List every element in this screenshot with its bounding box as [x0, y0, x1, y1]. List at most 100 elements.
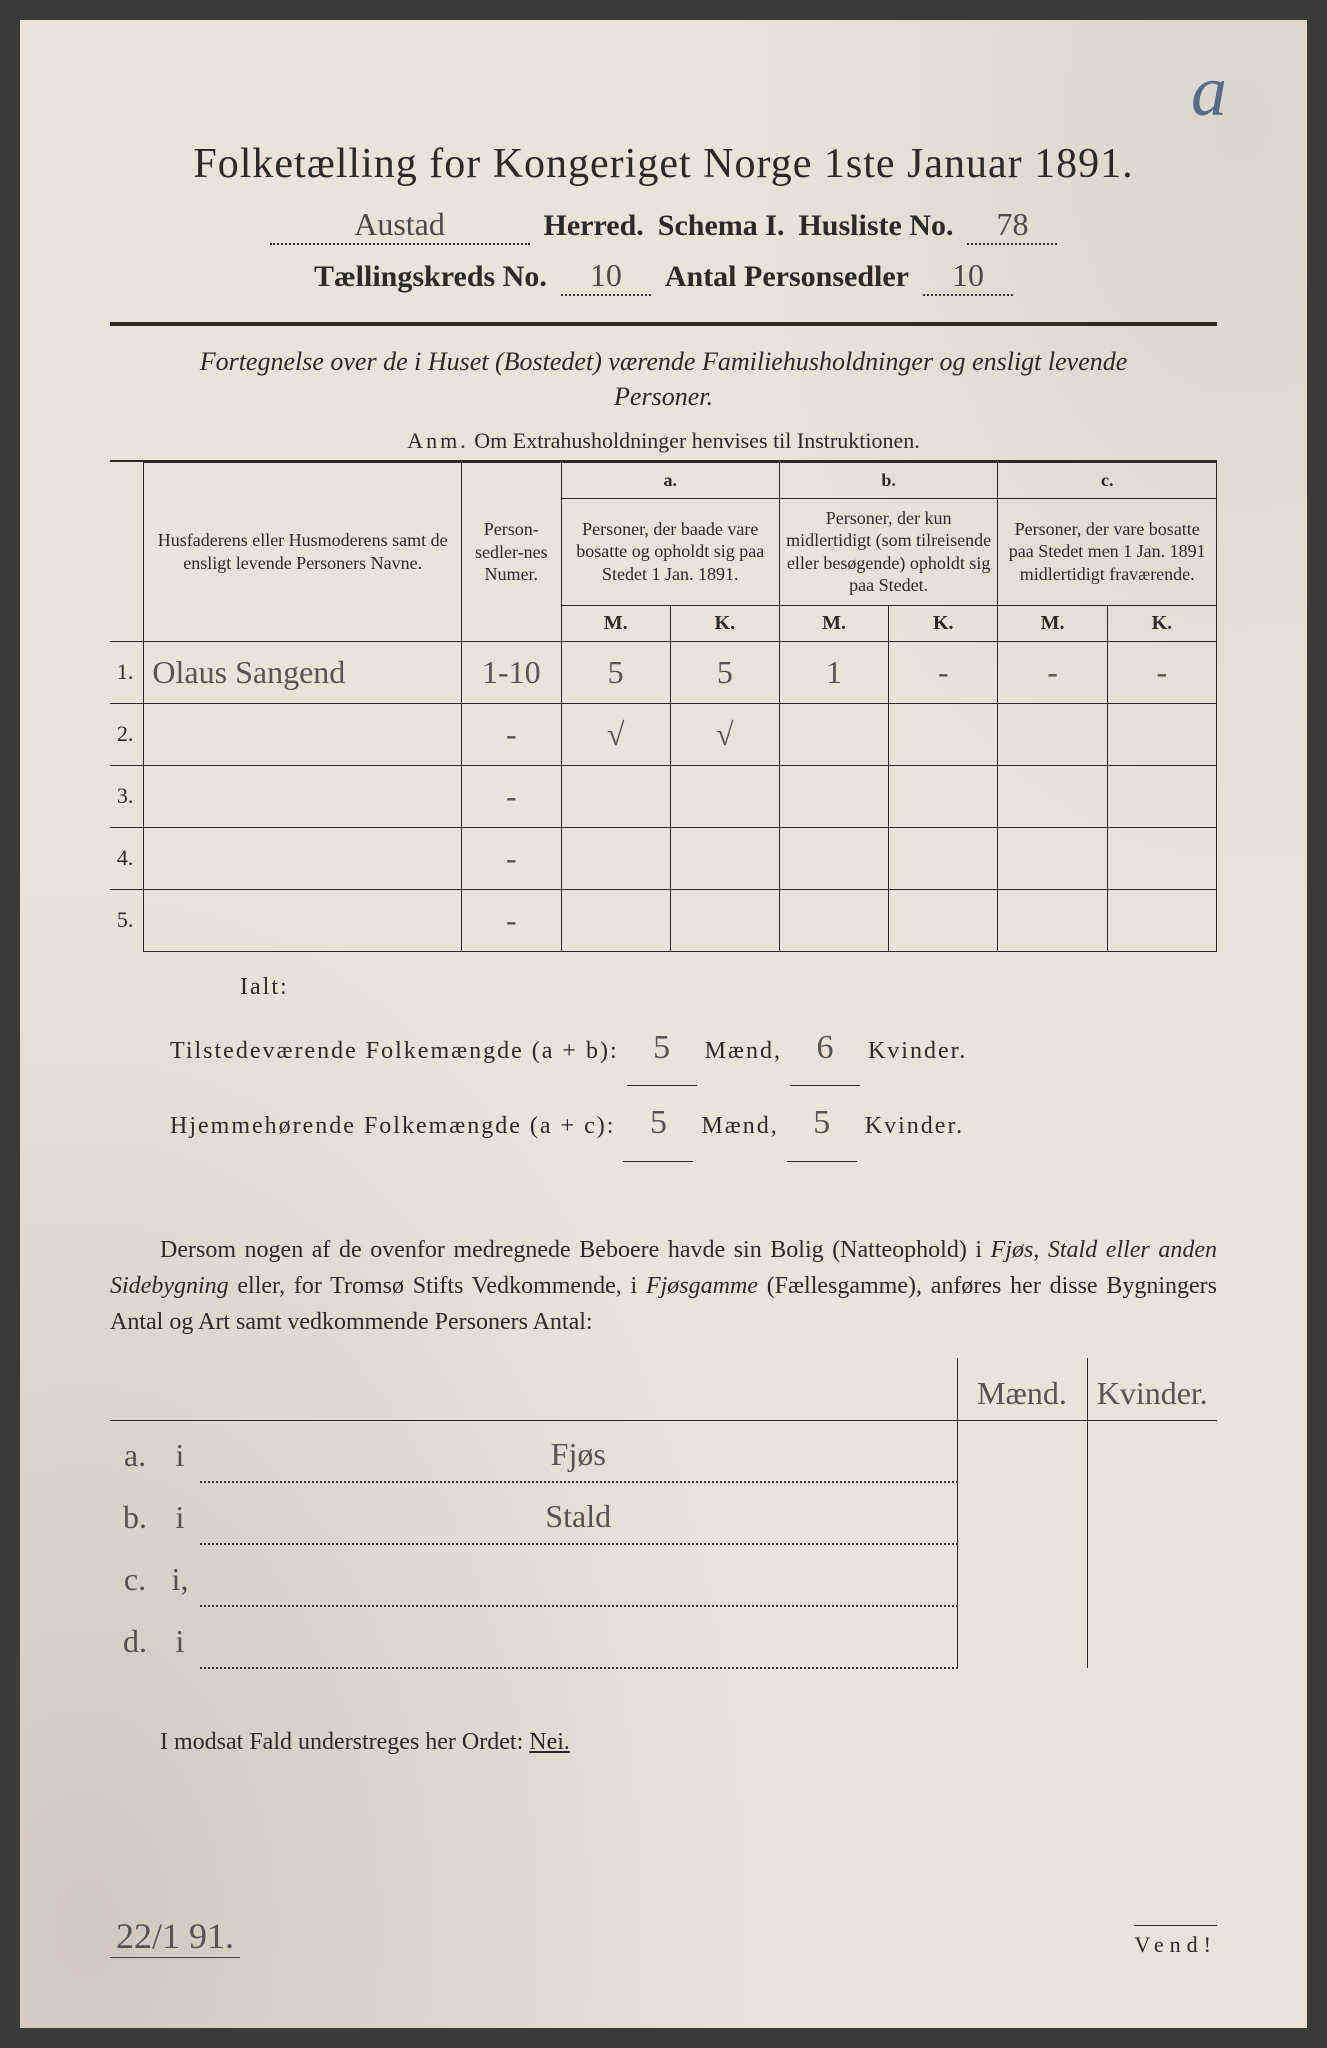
tilstede-k: 6: [790, 1011, 860, 1087]
anm-note: Anm. Om Extrahusholdninger henvises til …: [110, 428, 1217, 454]
maend-label: Mænd,: [701, 1113, 778, 1139]
col-c-text: Personer, der vare bosatte paa Stedet me…: [998, 498, 1217, 605]
para-it2: Fjøsgamme: [646, 1273, 758, 1299]
col-b-k: K.: [889, 605, 998, 641]
col-b-label: b.: [779, 463, 998, 499]
byg-a: a.: [110, 1420, 160, 1482]
para-t1: Dersom nogen af de ovenfor medregnede Be…: [160, 1237, 991, 1263]
header-line-2: Tællingskreds No. 10 Antal Personsedler …: [110, 257, 1217, 296]
table-row: 1. Olaus Sangend 1-10 5 5 1 - - -: [110, 641, 1217, 703]
row-bk: [889, 827, 998, 889]
modsat-nei: Nei.: [529, 1729, 570, 1755]
personsedler-label: Antal Personsedler: [665, 260, 909, 294]
byg-t: Stald: [200, 1482, 957, 1544]
row-cm: [998, 827, 1107, 889]
row-cm: [998, 889, 1107, 951]
row-bk: -: [889, 641, 998, 703]
maend-label: Mænd,: [705, 1038, 782, 1064]
personsedler-field: 10: [923, 257, 1013, 296]
row-bk: [889, 765, 998, 827]
row-snum: -: [461, 765, 561, 827]
byg-row: b. i Stald: [110, 1482, 1217, 1544]
row-snum: 1-10: [461, 641, 561, 703]
byg-t: Fjøs: [200, 1420, 957, 1482]
main-table: Husfaderens eller Husmoderens samt de en…: [110, 462, 1217, 952]
row-am: [561, 827, 670, 889]
census-form-page: a Folketælling for Kongeriget Norge 1ste…: [20, 20, 1307, 2028]
col-a-m: M.: [561, 605, 670, 641]
page-title: Folketælling for Kongeriget Norge 1ste J…: [110, 140, 1217, 188]
col-c-label: c.: [998, 463, 1217, 499]
bygning-paragraph: Dersom nogen af de ovenfor medregnede Be…: [110, 1232, 1217, 1340]
col-a-k: K.: [670, 605, 779, 641]
row-am: [561, 765, 670, 827]
byg-i: i: [160, 1420, 200, 1482]
row-cm: [998, 765, 1107, 827]
row-name: [144, 765, 462, 827]
schema-label: Schema I.: [658, 209, 785, 243]
para-t2: eller, for Tromsø Stifts Vedkommende, i: [229, 1273, 646, 1299]
row-am: [561, 889, 670, 951]
col-name-header: Husfaderens eller Husmoderens samt de en…: [144, 463, 462, 642]
subtitle: Fortegnelse over de i Huset (Bostedet) v…: [150, 344, 1177, 414]
husliste-field: 78: [967, 206, 1057, 245]
row-ck: [1107, 703, 1216, 765]
row-num: 3.: [110, 765, 144, 827]
row-bm: [779, 703, 888, 765]
corner-annotation: a: [1191, 50, 1227, 133]
table-body: 1. Olaus Sangend 1-10 5 5 1 - - - 2. - √…: [110, 641, 1217, 951]
table-row: 5. -: [110, 889, 1217, 951]
byg-i: i,: [160, 1544, 200, 1606]
kreds-label: Tællingskreds No.: [314, 260, 547, 294]
hjemme-k: 5: [787, 1086, 857, 1162]
table-row: 3. -: [110, 765, 1217, 827]
byg-t: [200, 1544, 957, 1606]
kvinder-label: Kvinder.: [868, 1038, 967, 1064]
herred-field: Austad: [270, 206, 530, 245]
row-ak: [670, 827, 779, 889]
row-ak: 5: [670, 641, 779, 703]
byg-b: b.: [110, 1482, 160, 1544]
byg-row: a. i Fjøs: [110, 1420, 1217, 1482]
row-snum: -: [461, 827, 561, 889]
husliste-label: Husliste No.: [798, 209, 953, 243]
table-row: 4. -: [110, 827, 1217, 889]
tilstede-m: 5: [627, 1011, 697, 1087]
row-ck: [1107, 827, 1216, 889]
kreds-field: 10: [561, 257, 651, 296]
row-ck: [1107, 765, 1216, 827]
row-bm: [779, 889, 888, 951]
table-row: 2. - √ √: [110, 703, 1217, 765]
col-num-header: Person-sedler-nes Numer.: [461, 463, 561, 642]
row-name: [144, 827, 462, 889]
col-c-m: M.: [998, 605, 1107, 641]
modsat-pre: I modsat Fald understreges her Ordet:: [160, 1729, 529, 1755]
row-ck: [1107, 889, 1216, 951]
row-num: 1.: [110, 641, 144, 703]
byg-d: d.: [110, 1606, 160, 1668]
anm-prefix: Anm.: [407, 428, 469, 453]
row-ck: -: [1107, 641, 1216, 703]
row-num: 2.: [110, 703, 144, 765]
row-bm: [779, 827, 888, 889]
row-bm: 1: [779, 641, 888, 703]
row-cm: -: [998, 641, 1107, 703]
row-snum: -: [461, 889, 561, 951]
ialt-label: Ialt:: [240, 974, 1217, 1001]
row-bk: [889, 889, 998, 951]
row-am: 5: [561, 641, 670, 703]
row-ak: √: [670, 703, 779, 765]
byg-c: c.: [110, 1544, 160, 1606]
tilstede-label: Tilstedeværende Folkemængde (a + b):: [170, 1038, 619, 1064]
hjemme-m: 5: [623, 1086, 693, 1162]
modsat-line: I modsat Fald understreges her Ordet: Ne…: [110, 1729, 1217, 1756]
byg-row: c. i,: [110, 1544, 1217, 1606]
byg-i: i: [160, 1482, 200, 1544]
row-num: 4.: [110, 827, 144, 889]
row-name: [144, 889, 462, 951]
byg-t: [200, 1606, 957, 1668]
herred-label: Herred.: [544, 209, 644, 243]
row-snum: -: [461, 703, 561, 765]
date-handwritten: 22/1 91.: [110, 1915, 240, 1958]
byg-i: i: [160, 1606, 200, 1668]
